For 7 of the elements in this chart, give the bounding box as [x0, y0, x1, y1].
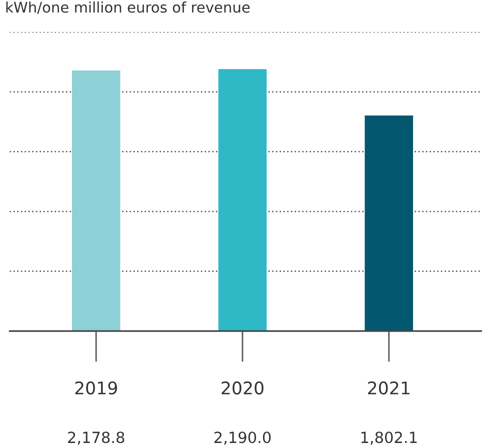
x-tick-label: 2020: [222, 381, 264, 395]
data-label: 2,178.8: [68, 432, 124, 445]
data-label: 1,802.1: [361, 432, 417, 445]
x-tick-label: 2021: [368, 381, 410, 395]
data-label: 2,190.0: [214, 432, 271, 445]
x-tick-label: 2019: [75, 381, 117, 395]
y-axis-title: kWh/one million euros of revenue: [6, 1, 250, 14]
